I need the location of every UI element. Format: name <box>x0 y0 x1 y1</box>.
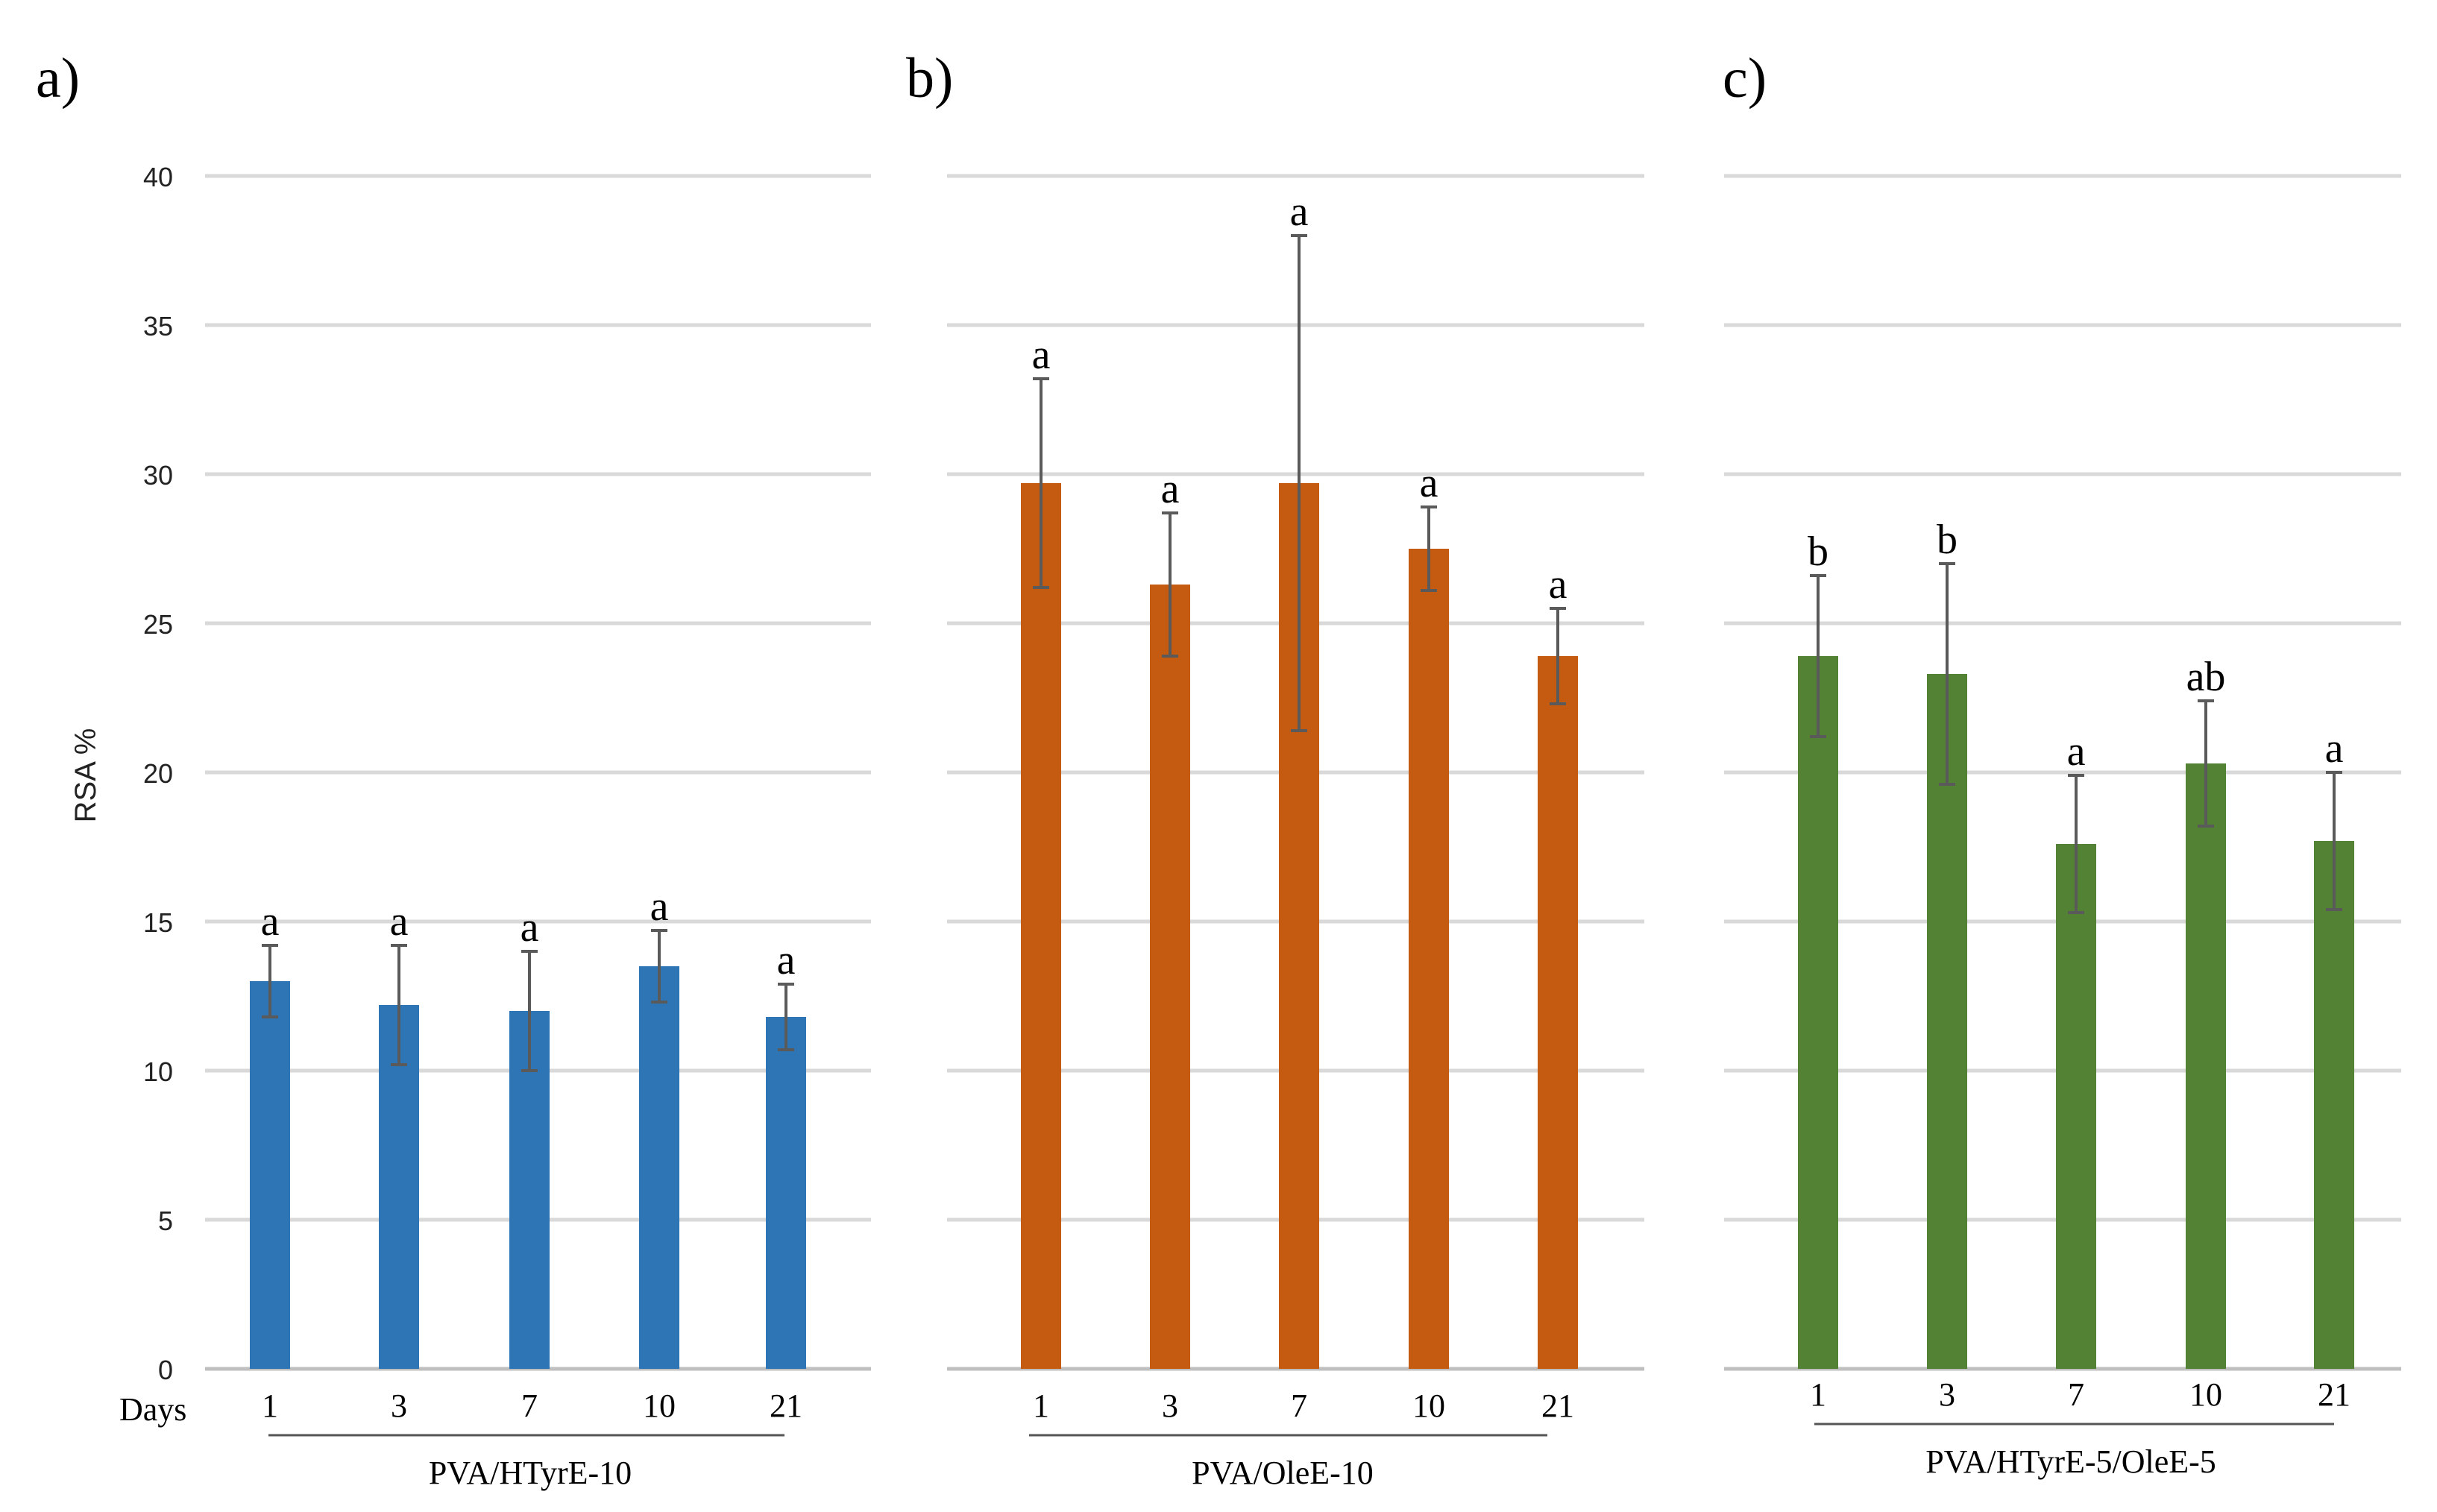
y-tick-label: 5 <box>158 1206 173 1236</box>
bar <box>1538 656 1578 1369</box>
x-tick-label: 1 <box>1033 1387 1049 1424</box>
x-tick-label: 21 <box>2318 1376 2350 1413</box>
significance-letter: a <box>1290 189 1309 235</box>
significance-letter: a <box>650 883 669 930</box>
bar <box>1927 674 1967 1369</box>
x-tick-label: 10 <box>2189 1376 2222 1413</box>
significance-letter: ab <box>2186 654 2226 700</box>
significance-letter: a <box>1420 460 1438 506</box>
y-tick-label: 15 <box>143 907 173 938</box>
significance-letter: a <box>1549 561 1567 608</box>
panel-label-b: b) <box>906 47 953 110</box>
y-tick-label: 10 <box>143 1056 173 1087</box>
x-tick-label: 1 <box>262 1387 278 1424</box>
x-tick-label: 7 <box>2068 1376 2084 1413</box>
bar <box>2056 844 2096 1369</box>
group-label: PVA/OleE-10 <box>1192 1455 1374 1491</box>
y-tick-label: 30 <box>143 460 173 491</box>
significance-letter: a <box>261 898 280 945</box>
bar <box>1409 549 1449 1369</box>
significance-letter: b <box>1808 529 1828 575</box>
days-axis-title: Days <box>119 1391 186 1428</box>
panel-a: a) RSA % 0 5 10 15 20 25 30 35 40 Days P… <box>36 47 871 1491</box>
x-tick-label: 10 <box>643 1387 676 1424</box>
x-tick-label: 21 <box>770 1387 802 1424</box>
x-tick-label: 10 <box>1412 1387 1445 1424</box>
y-tick-label: 35 <box>143 311 173 341</box>
panel-c: c) PVA/HTyrE-5/OleE-5 b 1 b 3 a 7 ab 10 a 21 <box>1723 47 2401 1480</box>
x-tick-label: 7 <box>521 1387 538 1424</box>
panel-label-c: c) <box>1723 47 1767 110</box>
x-tick-label: 7 <box>1291 1387 1307 1424</box>
significance-letter: b <box>1937 517 1958 563</box>
y-tick-label: 0 <box>158 1355 173 1385</box>
panel-label-a: a) <box>36 47 80 110</box>
significance-letter: a <box>1161 466 1180 512</box>
bar <box>2314 841 2354 1369</box>
bar <box>1021 483 1061 1369</box>
significance-letter: a <box>777 937 796 983</box>
y-tick-label: 40 <box>143 162 173 192</box>
bar <box>250 981 290 1369</box>
bar <box>766 1017 806 1369</box>
x-tick-label: 3 <box>1939 1376 1955 1413</box>
bar <box>1150 585 1190 1369</box>
y-tick-label: 25 <box>143 609 173 640</box>
gridlines <box>205 174 871 1222</box>
significance-letter: a <box>1032 332 1051 378</box>
x-tick-label: 1 <box>1810 1376 1826 1413</box>
significance-letter: a <box>2067 728 2086 775</box>
significance-letter: a <box>521 904 539 951</box>
group-label: PVA/HTyrE-10 <box>429 1455 632 1491</box>
panel-b: b) PVA/OleE-10 a 1 a 3 a 7 a 10 a 21 <box>906 47 1644 1491</box>
y-tick-labels: 0 5 10 15 20 25 30 35 40 <box>143 162 173 1385</box>
x-tick-label: 3 <box>391 1387 407 1424</box>
y-tick-label: 20 <box>143 758 173 789</box>
bar <box>2186 763 2226 1369</box>
y-axis-label: RSA % <box>69 728 102 823</box>
bar <box>1798 656 1838 1369</box>
significance-letter: a <box>390 898 409 945</box>
x-tick-label: 3 <box>1162 1387 1178 1424</box>
significance-letter: a <box>2325 725 2344 772</box>
bar <box>639 966 679 1369</box>
x-tick-label: 21 <box>1541 1387 1574 1424</box>
group-label: PVA/HTyrE-5/OleE-5 <box>1925 1443 2216 1480</box>
